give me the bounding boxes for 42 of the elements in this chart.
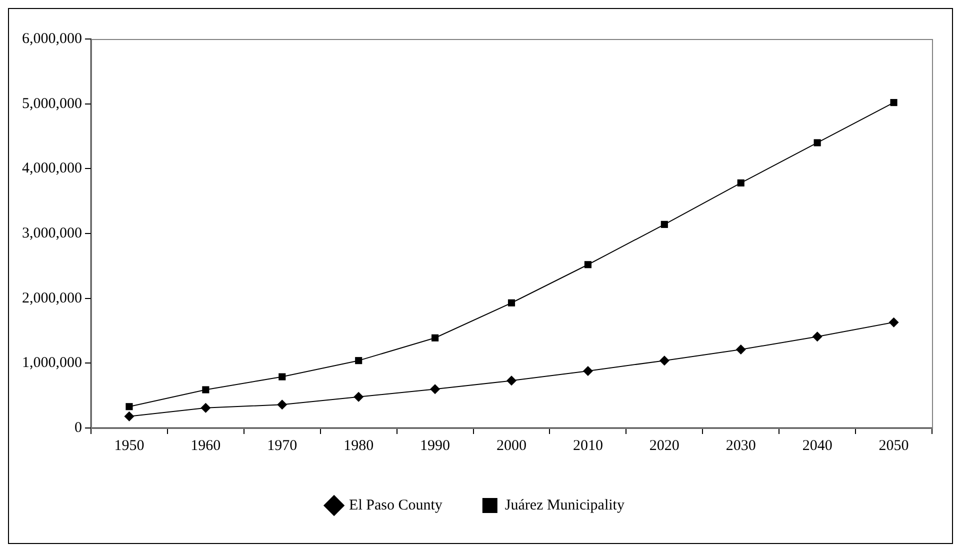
y-tick-label: 3,000,000 xyxy=(22,225,82,242)
point xyxy=(890,99,898,106)
point xyxy=(124,411,134,422)
y-tick-label: 2,000,000 xyxy=(22,290,82,306)
point xyxy=(584,261,592,268)
x-tick-label: 1970 xyxy=(267,438,298,454)
point xyxy=(888,317,899,328)
point xyxy=(277,400,288,410)
y-tick-label: 0 xyxy=(74,420,82,436)
point xyxy=(660,220,668,228)
x-tick-label: 2030 xyxy=(726,438,756,454)
x-tick-label: 2000 xyxy=(496,438,526,454)
x-tick-label: 1950 xyxy=(114,438,144,454)
point xyxy=(430,384,440,394)
point xyxy=(354,392,364,402)
point xyxy=(737,179,744,186)
point xyxy=(202,386,210,394)
x-tick-label: 2010 xyxy=(572,438,603,454)
point xyxy=(278,373,286,380)
x-tick-label: 2040 xyxy=(802,438,832,454)
x-tick-label: 2020 xyxy=(649,438,680,454)
y-tick-label: 1,000,000 xyxy=(22,355,82,372)
point xyxy=(814,139,821,146)
point xyxy=(126,403,133,410)
point xyxy=(355,357,362,364)
point xyxy=(812,332,822,342)
x-tick-label: 1960 xyxy=(190,438,221,454)
x-tick-label: 1990 xyxy=(420,438,450,454)
point xyxy=(582,366,593,376)
x-tick-label: 2050 xyxy=(878,438,909,454)
legend-label: El Paso County xyxy=(349,497,443,514)
point xyxy=(508,299,516,306)
y-tick-label: 6,000,000 xyxy=(22,30,82,47)
point xyxy=(659,356,670,366)
legend-label: Juárez Municipality xyxy=(504,497,625,514)
x-tick-label: 1980 xyxy=(344,438,374,454)
point xyxy=(736,344,746,355)
y-tick-label: 4,000,000 xyxy=(22,160,82,177)
point xyxy=(506,376,516,386)
point xyxy=(200,402,211,413)
point xyxy=(432,334,439,342)
y-tick-label: 5,000,000 xyxy=(22,96,82,112)
